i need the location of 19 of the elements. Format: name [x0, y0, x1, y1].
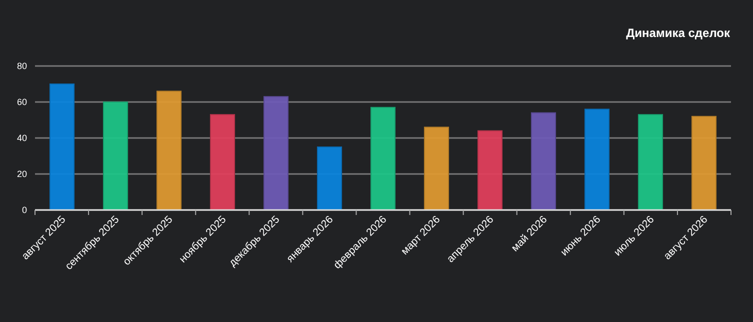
y-tick-label: 0: [22, 205, 27, 216]
bar: [210, 114, 236, 210]
y-tick-label: 20: [16, 169, 27, 180]
bar: [156, 90, 182, 210]
y-tick-label: 40: [16, 133, 27, 144]
bar: [102, 102, 128, 210]
chart-title: Динамика сделок: [626, 26, 731, 40]
y-tick-label: 80: [16, 61, 27, 72]
bar: [530, 112, 556, 210]
bar: [370, 106, 396, 210]
bar: [49, 84, 75, 210]
bar: [691, 116, 717, 210]
bar: [424, 126, 450, 210]
bar: [638, 114, 664, 210]
bar: [477, 130, 503, 210]
y-tick-label: 60: [16, 97, 27, 108]
bar: [263, 96, 289, 210]
bar: [584, 108, 610, 210]
bar: [316, 146, 342, 210]
